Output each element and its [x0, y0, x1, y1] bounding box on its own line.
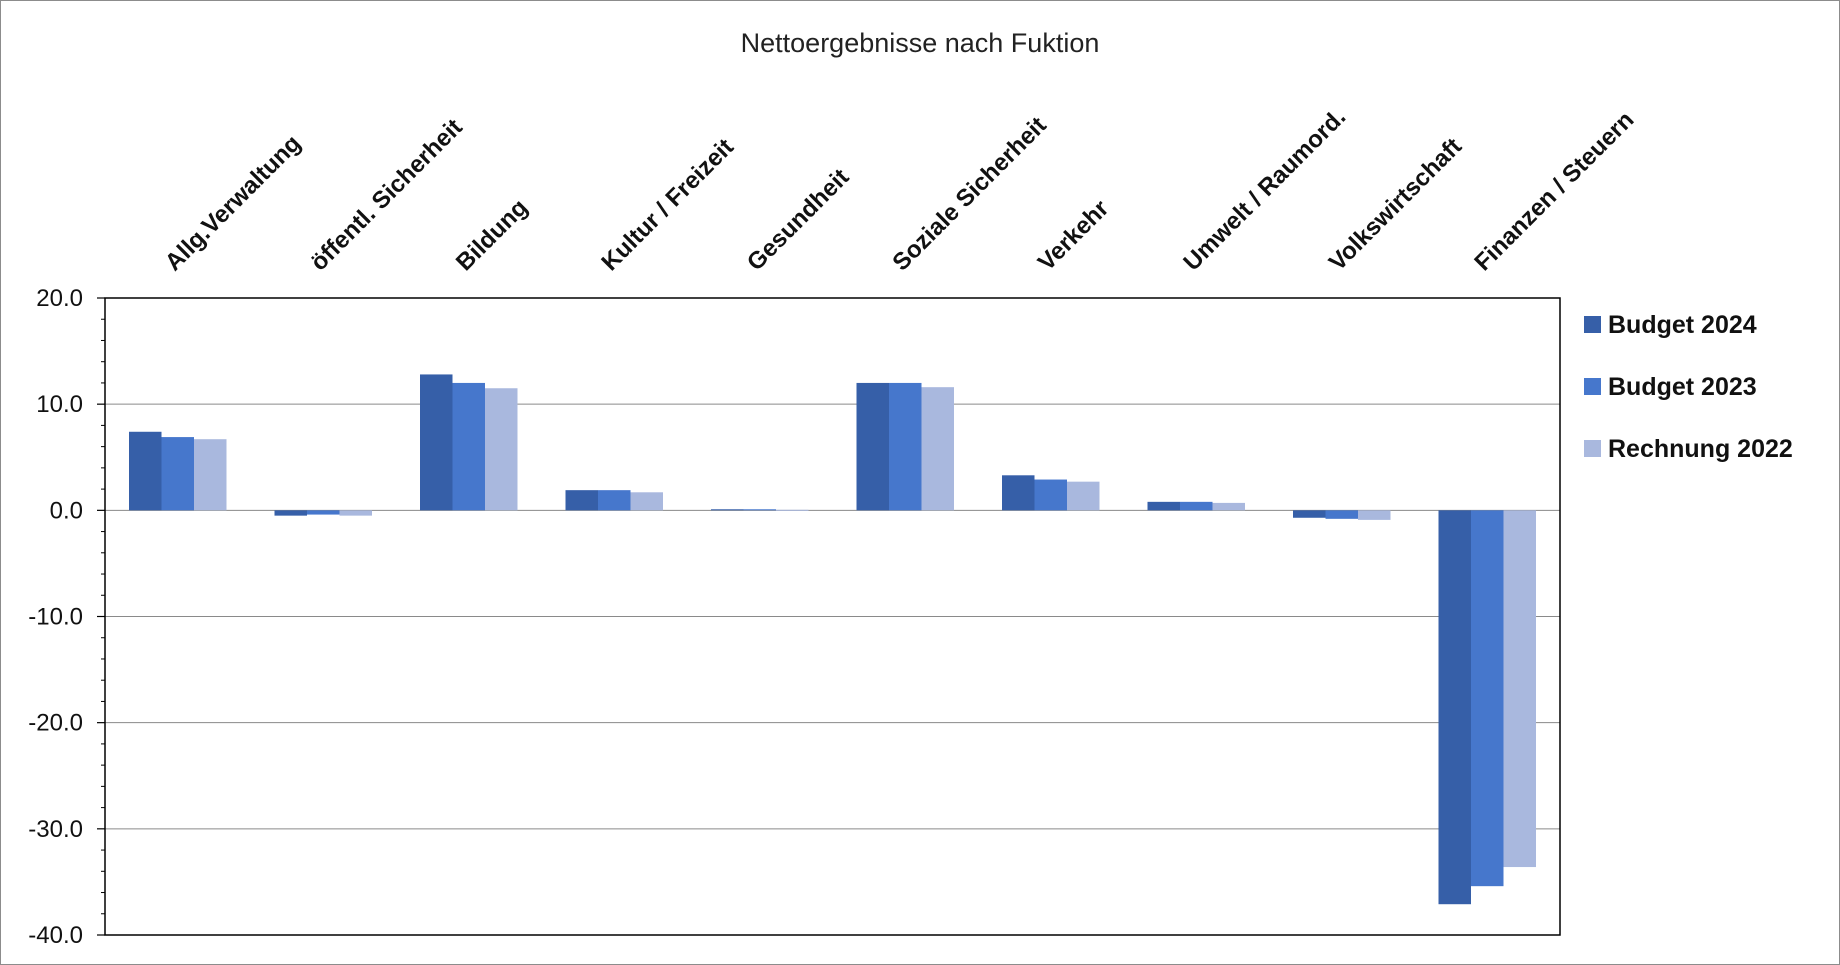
bar-group: [129, 374, 1536, 905]
y-tick-label: 0.0: [50, 497, 83, 524]
bar-2-8: [1180, 501, 1213, 511]
bar-2-9: [1325, 510, 1358, 519]
y-tick-label: -30.0: [28, 816, 83, 843]
legend: Budget 2024 Budget 2023 Rechnung 2022: [1584, 311, 1793, 463]
chart-title: Nettoergebnisse nach Fuktion: [741, 28, 1100, 58]
bar-2-2: [307, 510, 340, 515]
bar-2-5: [743, 509, 776, 511]
y-tick-label: 10.0: [36, 391, 83, 418]
bar-3-5: [776, 509, 809, 511]
bar-3-2: [339, 510, 372, 516]
legend-label: Rechnung 2022: [1608, 435, 1793, 463]
legend-label: Budget 2023: [1608, 373, 1757, 401]
bar-2-1: [161, 437, 194, 511]
bar-2-7: [1034, 479, 1067, 511]
bar-1-2: [274, 510, 307, 516]
bar-2-3: [452, 382, 485, 511]
legend-swatch: [1584, 440, 1601, 457]
bar-3-6: [921, 387, 954, 511]
bar-2-4: [598, 490, 631, 511]
y-tick-label: -40.0: [28, 922, 83, 949]
bar-3-3: [485, 388, 518, 511]
bar-3-8: [1212, 502, 1245, 511]
y-tick-label: -20.0: [28, 710, 83, 737]
bar-2-10: [1471, 510, 1504, 887]
bar-3-10: [1503, 510, 1536, 868]
legend-label: Budget 2024: [1608, 311, 1757, 339]
legend-swatch: [1584, 316, 1601, 333]
bar-1-3: [420, 374, 453, 511]
bar-3-7: [1067, 481, 1100, 511]
legend-swatch: [1584, 378, 1601, 395]
bar-1-10: [1438, 510, 1471, 905]
bar-1-5: [711, 509, 744, 511]
axes: [97, 297, 1561, 936]
y-axis-ticks: 20.0 10.0 0.0 -10.0 -20.0 -30.0 -40.0: [28, 285, 83, 949]
bar-2-6: [889, 382, 922, 511]
bar-1-8: [1147, 501, 1180, 511]
bar-1-7: [1002, 475, 1035, 511]
bar-1-9: [1293, 510, 1326, 518]
bar-3-9: [1358, 510, 1391, 520]
bar-3-4: [630, 492, 663, 511]
bar-1-4: [565, 490, 598, 511]
bar-3-1: [194, 439, 227, 511]
bar-1-6: [856, 382, 889, 511]
y-tick-label: -10.0: [28, 604, 83, 631]
bar-1-1: [129, 431, 162, 511]
y-tick-label: 20.0: [36, 285, 83, 312]
